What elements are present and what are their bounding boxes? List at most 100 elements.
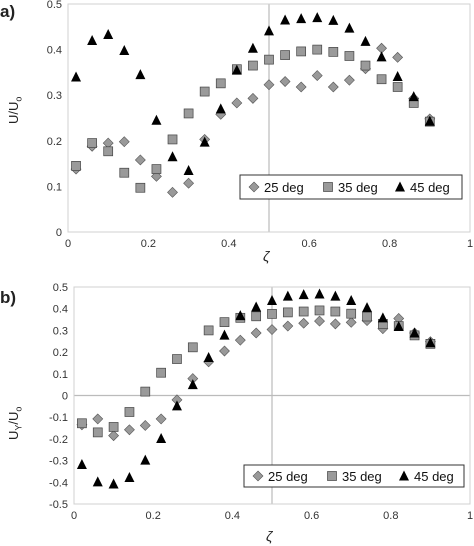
data-point-triangle [346,294,357,305]
data-point-diamond [295,81,307,93]
data-point-triangle [328,14,339,25]
data-point-diamond [250,327,262,339]
data-point-triangle [167,151,178,162]
data-point-triangle [124,472,135,483]
panel-a: a) U/Uo ζ 0 0.1 0.2 0.3 0.4 0.5 0 0.2 0.4 0.6 0.8 1… [0,0,474,268]
y-tick-label: 0.4 [53,304,68,316]
x-axis-label: ζ [266,528,273,544]
x-tick-label: 0.6 [302,238,317,250]
data-point-triangle [171,400,182,411]
data-point-triangle [247,42,258,53]
data-point-diamond [311,70,323,82]
legend-marker-diamond [248,181,260,193]
y-tick-label: -0.4 [49,477,68,489]
data-point-triangle [344,22,355,33]
data-point-triangle [409,327,420,338]
data-point-triangle [103,29,114,40]
legend-box [239,174,463,200]
data-point-square [328,47,339,57]
data-point-triangle [264,25,274,36]
data-point-triangle [298,289,309,300]
x-tick-label: 0.2 [141,238,156,250]
data-point-triangle [330,290,341,301]
data-point-triangle [267,294,277,305]
data-point-square [156,367,166,378]
data-point-square [360,60,371,71]
x-tick-label: 0.4 [221,238,236,250]
y-tick-label: -0.5 [49,499,68,511]
data-point-square [108,422,119,432]
data-point-diamond [234,334,246,346]
data-point-square [251,311,262,322]
legend-label: 25 deg [268,469,308,484]
data-point-square [376,74,387,85]
data-point-square [282,307,293,318]
legend-marker-triangle [399,470,409,481]
chart-a: 0 0.1 0.2 0.3 0.4 0.5 0 0.2 0.4 0.6 0.8 1 25 deg 35 d… [47,0,473,250]
data-point-triangle [156,432,167,443]
data-point-triangle [392,71,403,82]
y-tick-label: 0.3 [53,325,68,337]
data-point-triangle [235,310,246,321]
data-point-triangle [108,478,119,489]
x-tick-label: 0.8 [383,510,398,522]
data-point-triangle [135,69,146,80]
legend-label: 45 deg [414,469,454,484]
data-point-square [267,309,277,319]
data-point-square [248,60,258,71]
data-point-diamond [343,74,355,86]
data-point-triangle [377,312,388,323]
data-point-square [92,427,103,438]
data-point-diamond [327,81,339,93]
legend-marker-square [323,182,333,192]
data-point-triangle [231,64,242,75]
data-point-triangle [76,459,87,470]
data-point-triangle [424,115,435,126]
data-point-diamond [183,177,195,189]
data-point-diamond [118,136,130,148]
data-point-square [215,78,226,89]
data-point-square [135,182,146,193]
data-point-triangle [393,320,404,331]
data-point-square [187,342,198,353]
data-point-square [119,167,130,178]
data-point-diamond [124,424,135,436]
data-point-triangle [408,91,419,102]
data-point-triangle [92,476,103,487]
legend-label: 35 deg [342,469,382,484]
data-point-square [203,325,214,336]
y-tick-label: 0.2 [53,347,68,359]
data-point-triangle [140,454,151,465]
data-point-diamond [314,315,325,327]
data-point-diamond [92,413,104,425]
data-point-diamond [392,51,404,63]
data-point-diamond [298,317,310,329]
data-point-diamond [134,154,146,166]
data-point-triangle [360,35,371,46]
data-point-diamond [329,318,341,330]
data-point-diamond [263,79,275,91]
data-point-square [264,54,274,65]
y-tick-label: 0.2 [47,136,62,148]
data-point-square [172,354,182,364]
y-tick-label: 0.4 [47,45,62,57]
data-point-diamond [155,413,167,425]
data-point-square [280,50,290,60]
panel-label: a) [0,2,16,21]
y-tick-label: -0.2 [49,434,68,446]
data-point-square [71,161,81,171]
data-point-triangle [87,34,98,45]
data-point-triangle [219,329,230,340]
data-point-square [298,306,309,317]
data-point-square [140,386,151,397]
plot-frame [67,3,471,233]
data-point-triangle [312,12,323,23]
data-point-square [314,305,325,316]
data-point-square [151,164,162,174]
x-tick-label: 0 [71,510,77,522]
y-tick-label: 0 [62,391,68,403]
data-point-square [219,317,230,328]
y-tick-label: 0.1 [53,369,68,381]
data-point-square [344,51,355,61]
y-tick-label: 0.3 [47,90,62,102]
